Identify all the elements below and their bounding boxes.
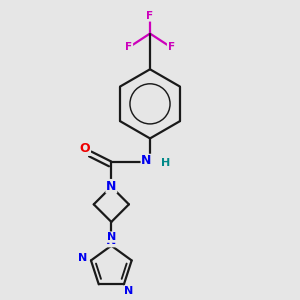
Text: O: O xyxy=(80,142,90,155)
Text: H: H xyxy=(160,158,170,168)
Text: N: N xyxy=(106,180,116,193)
Text: N: N xyxy=(78,253,88,263)
Text: N: N xyxy=(124,286,134,296)
Text: N: N xyxy=(107,232,116,242)
Text: N: N xyxy=(141,154,152,167)
Text: F: F xyxy=(125,42,133,52)
Text: F: F xyxy=(167,42,175,52)
Text: F: F xyxy=(146,11,154,21)
Text: N: N xyxy=(106,234,116,247)
